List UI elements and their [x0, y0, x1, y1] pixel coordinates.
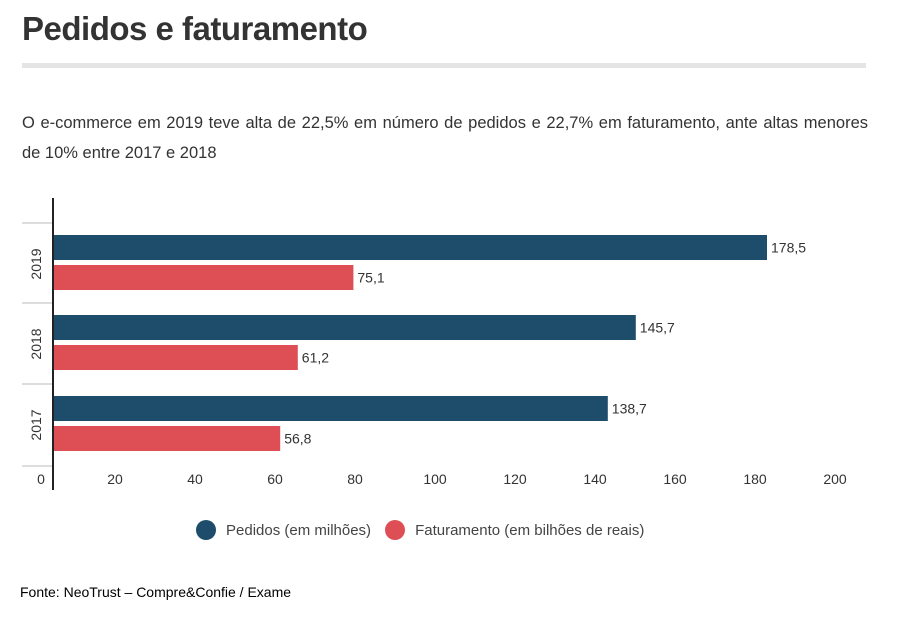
- bar-faturamento-2017: [53, 426, 281, 451]
- x-tick-label: 0: [37, 471, 45, 487]
- x-tick-label: 80: [347, 471, 363, 487]
- x-tick-label: 140: [583, 471, 607, 487]
- data-label: 138,7: [612, 401, 647, 417]
- data-label: 145,7: [640, 320, 675, 336]
- title-divider: [22, 63, 866, 68]
- data-label: 61,2: [302, 350, 329, 366]
- legend-label-pedidos: Pedidos (em milhões): [226, 521, 372, 539]
- legend-item-faturamento: Faturamento (em bilhões de reais): [385, 520, 644, 540]
- legend-swatch-faturamento: [385, 520, 406, 540]
- bar-pedidos-2019: [53, 235, 767, 260]
- x-tick-label: 200: [823, 471, 847, 487]
- x-tick-label: 60: [267, 471, 283, 487]
- x-tick-label: 180: [743, 471, 767, 487]
- category-label: 2019: [28, 248, 44, 279]
- data-label: 75,1: [357, 270, 384, 286]
- legend-label-faturamento: Faturamento (em bilhões de reais): [415, 521, 645, 539]
- chart-subtitle: O e-commerce em 2019 teve alta de 22,5% …: [22, 114, 868, 162]
- bar-faturamento-2018: [53, 345, 298, 370]
- category-label: 2017: [28, 409, 44, 440]
- source-note: Fonte: NeoTrust – Compre&Confie / Exame: [20, 584, 292, 600]
- bar-pedidos-2018: [53, 315, 636, 340]
- x-tick-label: 40: [187, 471, 203, 487]
- chart-title: Pedidos e faturamento: [22, 10, 368, 47]
- x-tick-label: 160: [663, 471, 687, 487]
- legend-swatch-pedidos: [196, 520, 216, 540]
- legend-item-pedidos: Pedidos (em milhões): [196, 520, 371, 540]
- x-tick-label: 120: [503, 471, 527, 487]
- legend: Pedidos (em milhões) Faturamento (em bil…: [196, 520, 658, 540]
- bar-faturamento-2019: [53, 265, 354, 290]
- category-label: 2018: [28, 328, 44, 359]
- data-label: 56,8: [284, 431, 311, 447]
- x-tick-label: 20: [107, 471, 123, 487]
- bar-pedidos-2017: [53, 396, 608, 421]
- x-tick-label: 100: [423, 471, 447, 487]
- data-label: 178,5: [771, 240, 806, 256]
